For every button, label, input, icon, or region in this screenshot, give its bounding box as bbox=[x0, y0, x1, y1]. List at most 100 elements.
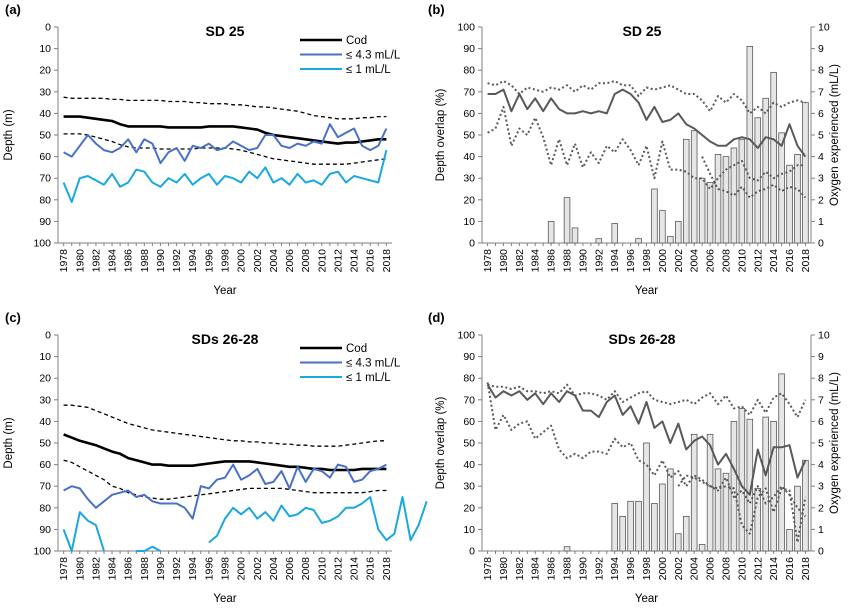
x-tick-label: 1994 bbox=[609, 557, 621, 581]
panel-label: (d) bbox=[428, 310, 445, 325]
bar bbox=[746, 46, 754, 244]
series-line bbox=[63, 123, 388, 165]
y2-tick-label: 0 bbox=[818, 238, 824, 250]
x-tick-label: 1980 bbox=[498, 557, 510, 581]
y2-axis-label: Oxygen experienced (mL/L) bbox=[829, 372, 841, 514]
panel-label: (a) bbox=[5, 2, 21, 17]
x-tick-label: 1996 bbox=[203, 249, 215, 273]
legend-entry: ≤ 4.3 mL/L bbox=[346, 50, 401, 62]
x-tick-label: 2004 bbox=[689, 249, 701, 273]
x-tick-label: 1988 bbox=[562, 249, 574, 273]
x-tick-label: 1992 bbox=[171, 249, 183, 273]
x-tick-label: 2014 bbox=[349, 249, 361, 273]
y2-tick-label: 3 bbox=[818, 173, 824, 185]
bar bbox=[722, 156, 730, 244]
y-tick-label: 50 bbox=[39, 438, 51, 450]
y2-tick-label: 7 bbox=[818, 86, 824, 98]
bar bbox=[611, 223, 618, 244]
x-tick-label: 2002 bbox=[673, 557, 685, 581]
y2-tick-label: 1 bbox=[818, 216, 824, 228]
bar bbox=[659, 483, 666, 552]
x-tick-label: 1988 bbox=[139, 249, 151, 273]
y-tick-label: 70 bbox=[39, 173, 51, 185]
x-tick-label: 2004 bbox=[268, 249, 280, 273]
legend-entry: ≤ 4.3 mL/L bbox=[346, 358, 401, 370]
bar bbox=[778, 132, 785, 244]
bar bbox=[651, 188, 658, 244]
bar bbox=[611, 503, 618, 552]
y-tick-label: 60 bbox=[463, 108, 475, 120]
y2-tick-label: 2 bbox=[818, 194, 824, 206]
y2-tick-label: 10 bbox=[818, 22, 830, 34]
x-tick-label: 1978 bbox=[58, 557, 70, 581]
x-tick-label: 2016 bbox=[365, 249, 377, 273]
x-tick-label: 1982 bbox=[90, 249, 102, 273]
x-tick-label: 1998 bbox=[641, 249, 653, 273]
x-tick-label: 1988 bbox=[139, 557, 151, 581]
bar bbox=[770, 71, 777, 244]
legend-entry: ≤ 1 mL/L bbox=[346, 64, 391, 76]
y-tick-label: 10 bbox=[39, 43, 51, 55]
series-line bbox=[136, 545, 161, 552]
x-tick-label: 1984 bbox=[107, 557, 119, 581]
y-tick-label: 60 bbox=[463, 416, 475, 428]
panel-1: (b) SD 25 0 10 20 30 40 50 60 70 80 90 100 0 1 2 3 4 5 6 7 8 9… bbox=[428, 2, 841, 297]
bar bbox=[651, 503, 658, 552]
x-tick-label: 1982 bbox=[90, 557, 102, 581]
y-tick-label: 20 bbox=[463, 502, 475, 514]
bar bbox=[778, 373, 785, 552]
bar bbox=[571, 227, 579, 244]
series-line bbox=[63, 115, 387, 145]
x-tick-label: 1994 bbox=[609, 249, 621, 273]
x-tick-label: 1986 bbox=[546, 249, 558, 273]
bar bbox=[730, 420, 738, 552]
y-axis-label: Depth overlap (%) bbox=[435, 88, 447, 181]
y-tick-label: 90 bbox=[39, 524, 51, 536]
y-tick-label: 20 bbox=[39, 65, 51, 77]
y-tick-label: 100 bbox=[457, 22, 475, 34]
bar bbox=[714, 154, 722, 244]
bar bbox=[722, 472, 730, 552]
x-tick-label: 1984 bbox=[530, 249, 542, 273]
x-tick-label: 1984 bbox=[107, 249, 119, 273]
x-tick-label: 2016 bbox=[784, 557, 796, 581]
legend-entry: Cod bbox=[346, 343, 367, 355]
series-line bbox=[701, 156, 807, 199]
x-tick-label: 2004 bbox=[268, 557, 280, 581]
x-tick-label: 2006 bbox=[705, 249, 717, 273]
y-tick-label: 50 bbox=[39, 130, 51, 142]
series-line bbox=[63, 433, 387, 472]
panel-label: (b) bbox=[428, 2, 445, 17]
y-tick-label: 90 bbox=[39, 216, 51, 228]
x-tick-label: 1998 bbox=[641, 557, 653, 581]
x-tick-label: 2010 bbox=[736, 249, 748, 273]
y2-tick-label: 0 bbox=[818, 546, 824, 558]
x-tick-label: 2012 bbox=[752, 557, 764, 581]
x-tick-label: 1992 bbox=[593, 557, 605, 581]
bar bbox=[682, 138, 690, 244]
y2-tick-label: 1 bbox=[818, 524, 824, 536]
x-axis-label: Year bbox=[635, 593, 658, 603]
x-tick-label: 2000 bbox=[236, 249, 248, 273]
y-tick-label: 100 bbox=[33, 546, 51, 558]
x-tick-label: 1996 bbox=[203, 557, 215, 581]
bar bbox=[619, 516, 626, 552]
y-tick-label: 40 bbox=[463, 459, 475, 471]
x-tick-label: 2008 bbox=[300, 249, 312, 273]
y-tick-label: 0 bbox=[469, 238, 475, 250]
x-tick-label: 1994 bbox=[187, 557, 199, 581]
y-tick-label: 0 bbox=[45, 330, 51, 342]
y2-tick-label: 9 bbox=[818, 351, 824, 363]
x-tick-label: 1990 bbox=[155, 557, 167, 581]
x-tick-label: 2006 bbox=[284, 557, 296, 581]
y2-tick-label: 2 bbox=[818, 502, 824, 514]
series-line bbox=[63, 459, 387, 500]
y2-tick-label: 8 bbox=[818, 373, 824, 385]
x-tick-label: 2012 bbox=[332, 557, 344, 581]
x-tick-label: 2002 bbox=[252, 249, 264, 273]
y2-tick-label: 6 bbox=[818, 416, 824, 428]
y-tick-label: 40 bbox=[463, 151, 475, 163]
chart-title: SD 25 bbox=[206, 23, 245, 39]
x-tick-label: 1982 bbox=[514, 557, 526, 581]
y-tick-label: 0 bbox=[469, 546, 475, 558]
